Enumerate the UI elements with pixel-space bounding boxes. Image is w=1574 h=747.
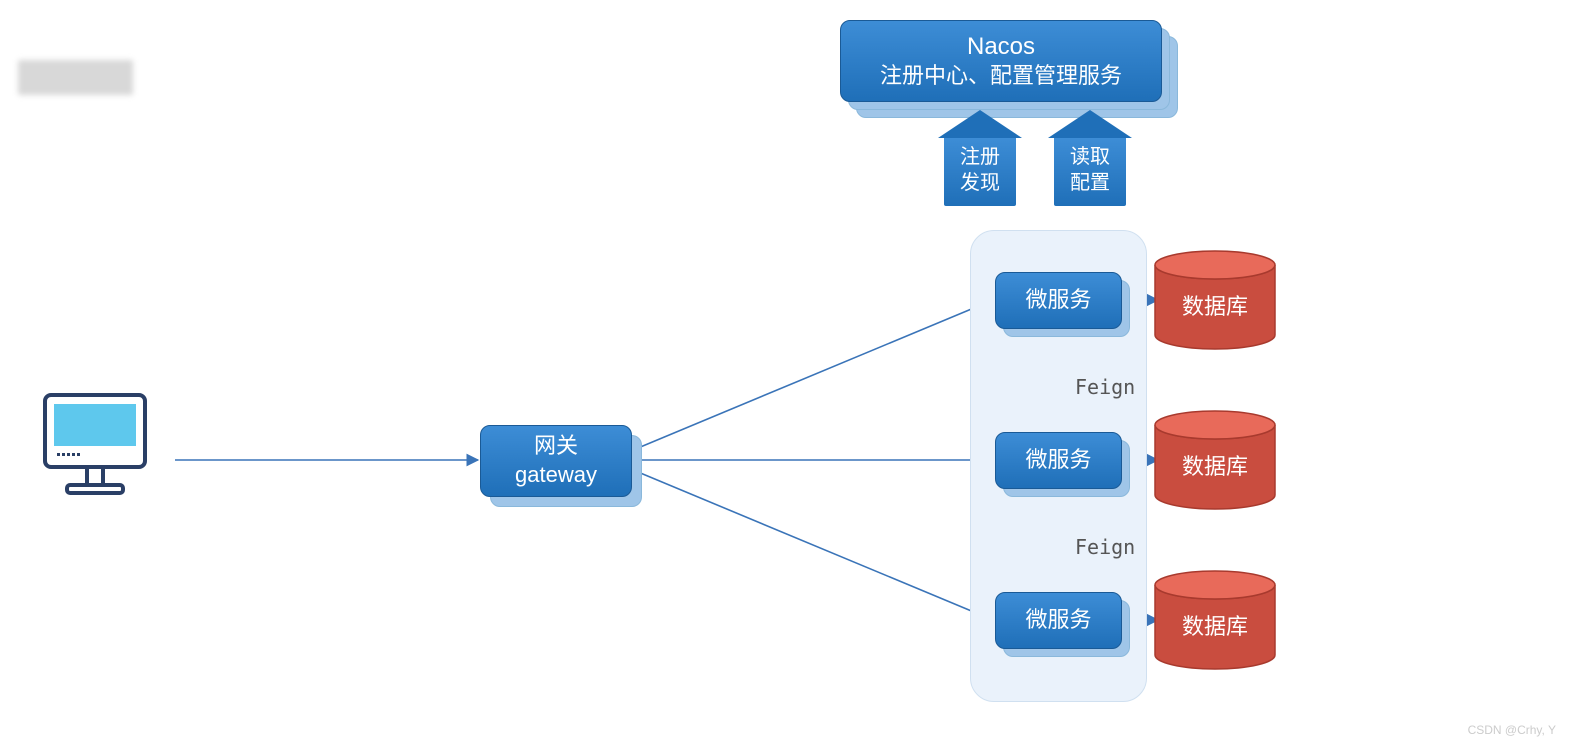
diagram-svg: 数据库数据库数据库 <box>0 0 1574 747</box>
feign-label-1: Feign <box>1075 535 1135 559</box>
up-arrow-label: 注册 <box>960 146 1000 168</box>
up-arrow-0: 注册发现 <box>938 110 1022 206</box>
database-1: 数据库 <box>1155 411 1275 509</box>
database-label: 数据库 <box>1182 614 1248 639</box>
nacos-subtitle: 注册中心、配置管理服务 <box>880 62 1122 91</box>
nacos-box: Nacos 注册中心、配置管理服务 <box>840 20 1162 102</box>
gateway-label-1: 网关 <box>534 432 578 461</box>
database-label: 数据库 <box>1182 454 1248 479</box>
microservice-box-0: 微服务 <box>995 272 1122 329</box>
nacos-title: Nacos <box>967 31 1035 62</box>
database-0: 数据库 <box>1155 251 1275 349</box>
csdn-watermark: CSDN @Crhy, Y <box>1468 723 1556 737</box>
up-arrow-label: 配置 <box>1070 172 1110 194</box>
microservice-box-1: 微服务 <box>995 432 1122 489</box>
feign-label-0: Feign <box>1075 375 1135 399</box>
up-arrow-label: 发现 <box>960 172 1000 194</box>
edge-gateway-ms3 <box>638 472 993 620</box>
up-arrow-1: 读取配置 <box>1048 110 1132 206</box>
database-label: 数据库 <box>1182 294 1248 319</box>
up-arrow-label: 读取 <box>1070 146 1110 168</box>
gateway-box: 网关 gateway <box>480 425 632 497</box>
client-computer-icon <box>45 395 145 493</box>
microservice-box-2: 微服务 <box>995 592 1122 649</box>
database-2: 数据库 <box>1155 571 1275 669</box>
edge-gateway-ms1 <box>638 300 993 448</box>
gateway-label-2: gateway <box>515 461 597 490</box>
blurred-label <box>18 60 133 95</box>
